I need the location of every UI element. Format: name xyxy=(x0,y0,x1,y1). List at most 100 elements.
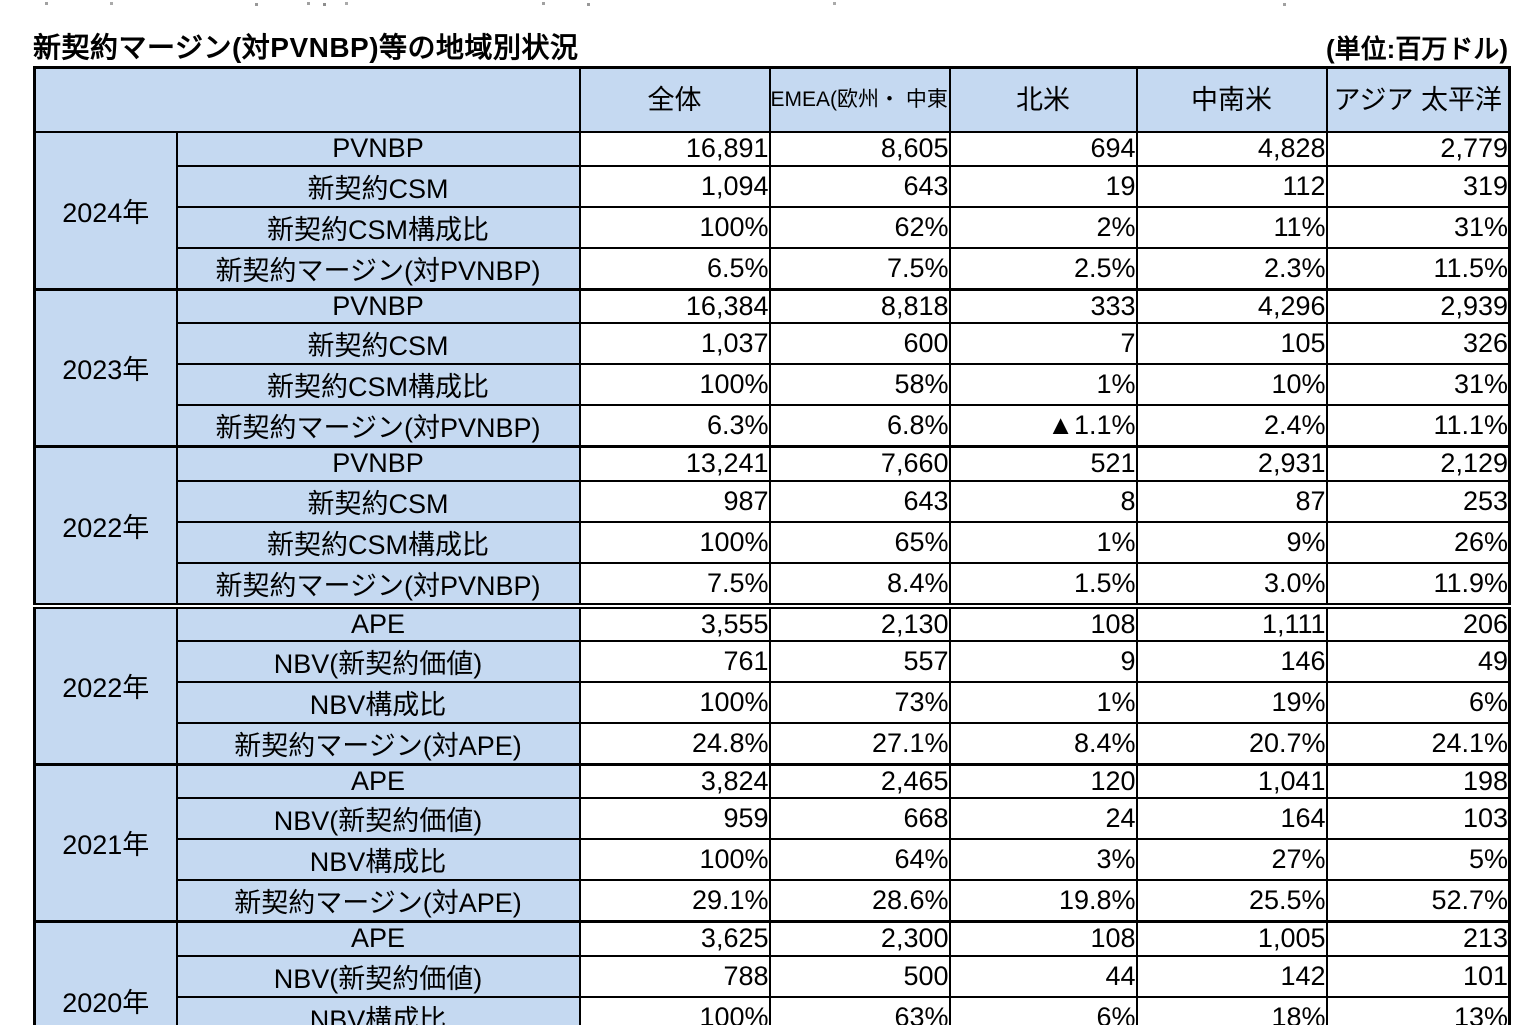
metric-label: PVNBP xyxy=(175,445,581,482)
value-cell: 142 xyxy=(1135,954,1328,998)
year-label: 2022年 xyxy=(33,445,178,607)
value-cell: 65% xyxy=(768,520,951,564)
value-cell: 2.4% xyxy=(1135,404,1328,448)
year-label: 2021年 xyxy=(33,762,178,923)
value-cell: 16,384 xyxy=(578,287,771,324)
value-cell: 24.8% xyxy=(578,721,771,765)
table-row: NBV構成比 100% 73% 1% 19% 6% xyxy=(35,680,1511,724)
value-cell: 108 xyxy=(948,602,1138,642)
value-cell: 694 xyxy=(948,130,1138,167)
value-cell: 1,041 xyxy=(1135,762,1328,799)
value-cell: 28.6% xyxy=(768,879,951,923)
column-header-asia-pacific: アジア 太平洋 xyxy=(1325,66,1511,133)
value-cell: 100% xyxy=(578,520,771,564)
table-row: NBV(新契約価値) 788 500 44 142 101 xyxy=(35,954,1511,998)
metric-label: NBV構成比 xyxy=(175,838,581,881)
value-cell: 1,005 xyxy=(1135,920,1328,957)
table-row: 2021年 APE 3,824 2,465 120 1,041 198 xyxy=(33,762,1511,923)
value-cell: 959 xyxy=(578,797,771,840)
table-row: 新契約マージン(対PVNBP) 6.5% 7.5% 2.5% 2.3% 11.5… xyxy=(35,246,1511,290)
value-cell: 3,625 xyxy=(578,920,771,957)
column-header-north-america: 北米 xyxy=(948,66,1138,133)
value-cell: 62% xyxy=(768,205,951,249)
value-cell: 2,130 xyxy=(768,602,951,642)
value-cell: 87 xyxy=(1135,479,1328,523)
value-cell: 13,241 xyxy=(578,445,771,482)
value-cell: 19.8% xyxy=(948,879,1138,923)
value-cell: 120 xyxy=(948,762,1138,799)
value-cell: 24.1% xyxy=(1325,721,1511,765)
value-cell: 6% xyxy=(948,995,1138,1025)
table-row: 新契約CSM 987 643 8 87 253 xyxy=(35,479,1511,523)
value-cell: 49 xyxy=(1325,639,1511,683)
page-title: 新契約マージン(対PVNBP)等の地域別状況 xyxy=(33,32,579,63)
column-header-total: 全体 xyxy=(578,66,771,133)
regional-status-table: 全体 EMEA(欧州・ 中東・アフリカ) 北米 中南米 アジア 太平洋 2024… xyxy=(33,66,1511,1025)
table-row: 2024年 PVNBP 16,891 8,605 694 4,828 2,779 xyxy=(33,130,1511,290)
table-row: 新契約マージン(対APE) 29.1% 28.6% 19.8% 25.5% 52… xyxy=(35,879,1511,923)
table-container: 全体 EMEA(欧州・ 中東・アフリカ) 北米 中南米 アジア 太平洋 2024… xyxy=(33,66,1511,1025)
table-row: NBV構成比 100% 63% 6% 18% 13% xyxy=(35,995,1511,1025)
value-cell: 1,094 xyxy=(578,164,771,208)
value-cell: 2,779 xyxy=(1325,130,1511,167)
value-cell: 101 xyxy=(1325,954,1511,998)
value-cell: 8 xyxy=(948,479,1138,523)
value-cell: 4,828 xyxy=(1135,130,1328,167)
value-cell: 6.5% xyxy=(578,246,771,290)
metric-label: NBV構成比 xyxy=(175,680,581,724)
value-cell: 319 xyxy=(1325,164,1511,208)
metric-label: 新契約CSM構成比 xyxy=(175,205,581,249)
value-cell: 24 xyxy=(948,797,1138,840)
metric-label: APE xyxy=(175,762,581,799)
value-cell: 16,891 xyxy=(578,130,771,167)
year-label: 2020年 xyxy=(33,920,178,1025)
value-cell: 10% xyxy=(1135,363,1328,406)
table-row: 新契約マージン(対PVNBP) 7.5% 8.4% 1.5% 3.0% 11.9… xyxy=(35,561,1511,607)
value-cell: 213 xyxy=(1325,920,1511,957)
value-cell: 25.5% xyxy=(1135,879,1328,923)
value-cell: 103 xyxy=(1325,797,1511,840)
value-cell: 668 xyxy=(768,797,951,840)
value-cell: 2,300 xyxy=(768,920,951,957)
value-cell: 19% xyxy=(1135,680,1328,724)
value-cell: 29.1% xyxy=(578,879,771,923)
value-cell: 19 xyxy=(948,164,1138,208)
value-cell: 333 xyxy=(948,287,1138,324)
value-cell: 8,605 xyxy=(768,130,951,167)
value-cell: 253 xyxy=(1325,479,1511,523)
metric-label: 新契約マージン(対APE) xyxy=(175,721,581,765)
value-cell: 3,555 xyxy=(578,602,771,642)
value-cell: 6% xyxy=(1325,680,1511,724)
value-cell: 2,129 xyxy=(1325,445,1511,482)
value-cell: 9 xyxy=(948,639,1138,683)
value-cell: 31% xyxy=(1325,205,1511,249)
value-cell: 27% xyxy=(1135,838,1328,881)
value-cell: 788 xyxy=(578,954,771,998)
value-cell: 7 xyxy=(948,322,1138,365)
value-cell: 2,939 xyxy=(1325,287,1511,324)
value-cell: 2,931 xyxy=(1135,445,1328,482)
value-cell: 1% xyxy=(948,363,1138,406)
value-cell: 11% xyxy=(1135,205,1328,249)
value-cell: 44 xyxy=(948,954,1138,998)
table-row: NBV(新契約価値) 959 668 24 164 103 xyxy=(35,797,1511,840)
metric-label: 新契約マージン(対PVNBP) xyxy=(175,246,581,290)
value-cell: 100% xyxy=(578,680,771,724)
value-cell: 500 xyxy=(768,954,951,998)
value-cell: 521 xyxy=(948,445,1138,482)
value-cell: 27.1% xyxy=(768,721,951,765)
value-cell: 18% xyxy=(1135,995,1328,1025)
metric-label: 新契約マージン(対PVNBP) xyxy=(175,561,581,607)
metric-label: APE xyxy=(175,920,581,957)
value-cell: 7.5% xyxy=(768,246,951,290)
clipped-text-artifact xyxy=(45,2,48,5)
metric-label: 新契約CSM xyxy=(175,479,581,523)
column-header-latin-america: 中南米 xyxy=(1135,66,1328,133)
metric-label: PVNBP xyxy=(175,130,581,167)
value-cell: 3,824 xyxy=(578,762,771,799)
metric-label: NBV(新契約価値) xyxy=(175,639,581,683)
value-cell: 1% xyxy=(948,520,1138,564)
value-cell: 64% xyxy=(768,838,951,881)
value-cell: 6.3% xyxy=(578,404,771,448)
